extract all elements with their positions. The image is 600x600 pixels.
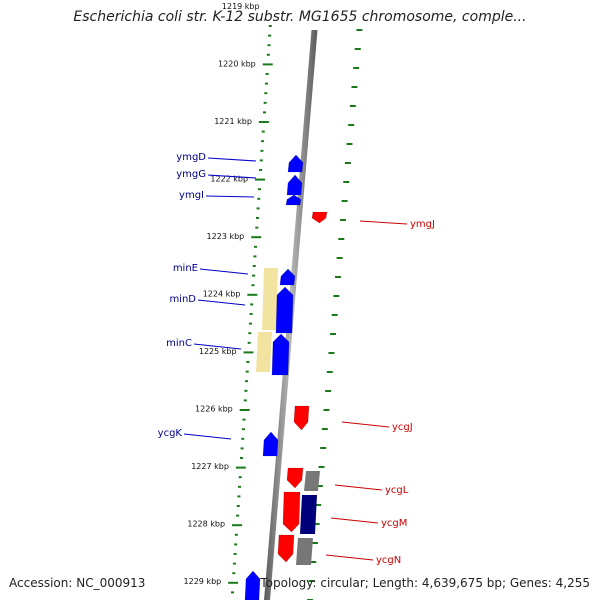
scale-label: 1225 kbp — [199, 347, 237, 356]
gene-leader-line — [334, 484, 383, 491]
ycgL-feature — [286, 467, 304, 489]
ycgJ-feature — [293, 405, 310, 431]
gene-leader-line — [330, 517, 379, 524]
navy-feature-block — [300, 495, 317, 534]
ycgN-feature — [277, 534, 295, 563]
ymgG-feature — [286, 174, 303, 196]
gray-feature-block — [296, 538, 313, 565]
gene-leader-line — [325, 554, 374, 561]
ycgM-feature — [282, 491, 301, 533]
gene-label-ycgJ: ycgJ — [392, 422, 413, 433]
scale-label: 1221 kbp — [214, 117, 252, 126]
gray-feature-block — [304, 471, 320, 491]
accession-text: Accession: NC_000913 — [9, 576, 146, 590]
ymgI-feature — [285, 194, 302, 206]
scale-label: 1222 kbp — [210, 175, 248, 184]
gene-leader-line — [193, 343, 242, 350]
scale-label: 1219 kbp — [222, 2, 260, 11]
gene-label-minC: minC — [166, 338, 192, 349]
scale-label: 1228 kbp — [187, 520, 225, 529]
gene-leader-line — [359, 220, 408, 225]
scale-label: 1224 kbp — [203, 290, 241, 299]
scale-label: 1229 kbp — [184, 577, 222, 586]
gene-label-minD: minD — [169, 294, 196, 305]
topology-text: Topology: circular; Length: 4,639,675 bp… — [260, 576, 590, 590]
ymgD-feature — [287, 154, 304, 173]
gene-label-ymgD: ymgD — [176, 152, 206, 163]
gene-label-ymgJ: ymgJ — [410, 219, 435, 230]
gene-label-minE: minE — [173, 263, 198, 274]
minD-feature — [275, 286, 294, 334]
gene-leader-line — [197, 299, 246, 306]
scale-label: 1227 kbp — [191, 462, 229, 471]
ycgK-feature — [262, 431, 279, 457]
next-forward-feature — [244, 570, 261, 600]
gene-leader-line — [207, 174, 257, 179]
yellow-feature-block — [256, 332, 272, 372]
gene-label-ycgM: ycgM — [381, 518, 407, 529]
gene-leader-line — [207, 157, 257, 162]
minC-feature — [271, 333, 290, 376]
gene-label-ycgK: ycgK — [158, 428, 183, 439]
gene-leader-line — [341, 421, 390, 428]
gene-label-ymgI: ymgI — [179, 190, 204, 201]
gene-label-ycgN: ycgN — [376, 555, 401, 566]
scale-label: 1220 kbp — [218, 60, 256, 69]
gene-leader-line — [199, 268, 249, 275]
scale-label: 1223 kbp — [207, 232, 245, 241]
gene-label-ymgG: ymgG — [176, 169, 206, 180]
map-title: Escherichia coli str. K-12 substr. MG165… — [73, 9, 527, 25]
scale-label: 1226 kbp — [195, 405, 233, 414]
gene-leader-line — [183, 433, 232, 440]
yellow-feature-block — [262, 268, 278, 330]
minE-feature — [279, 268, 296, 286]
gene-label-ycgL: ycgL — [385, 485, 409, 496]
gene-leader-line — [205, 195, 255, 198]
ymgJ-feature — [311, 211, 328, 224]
